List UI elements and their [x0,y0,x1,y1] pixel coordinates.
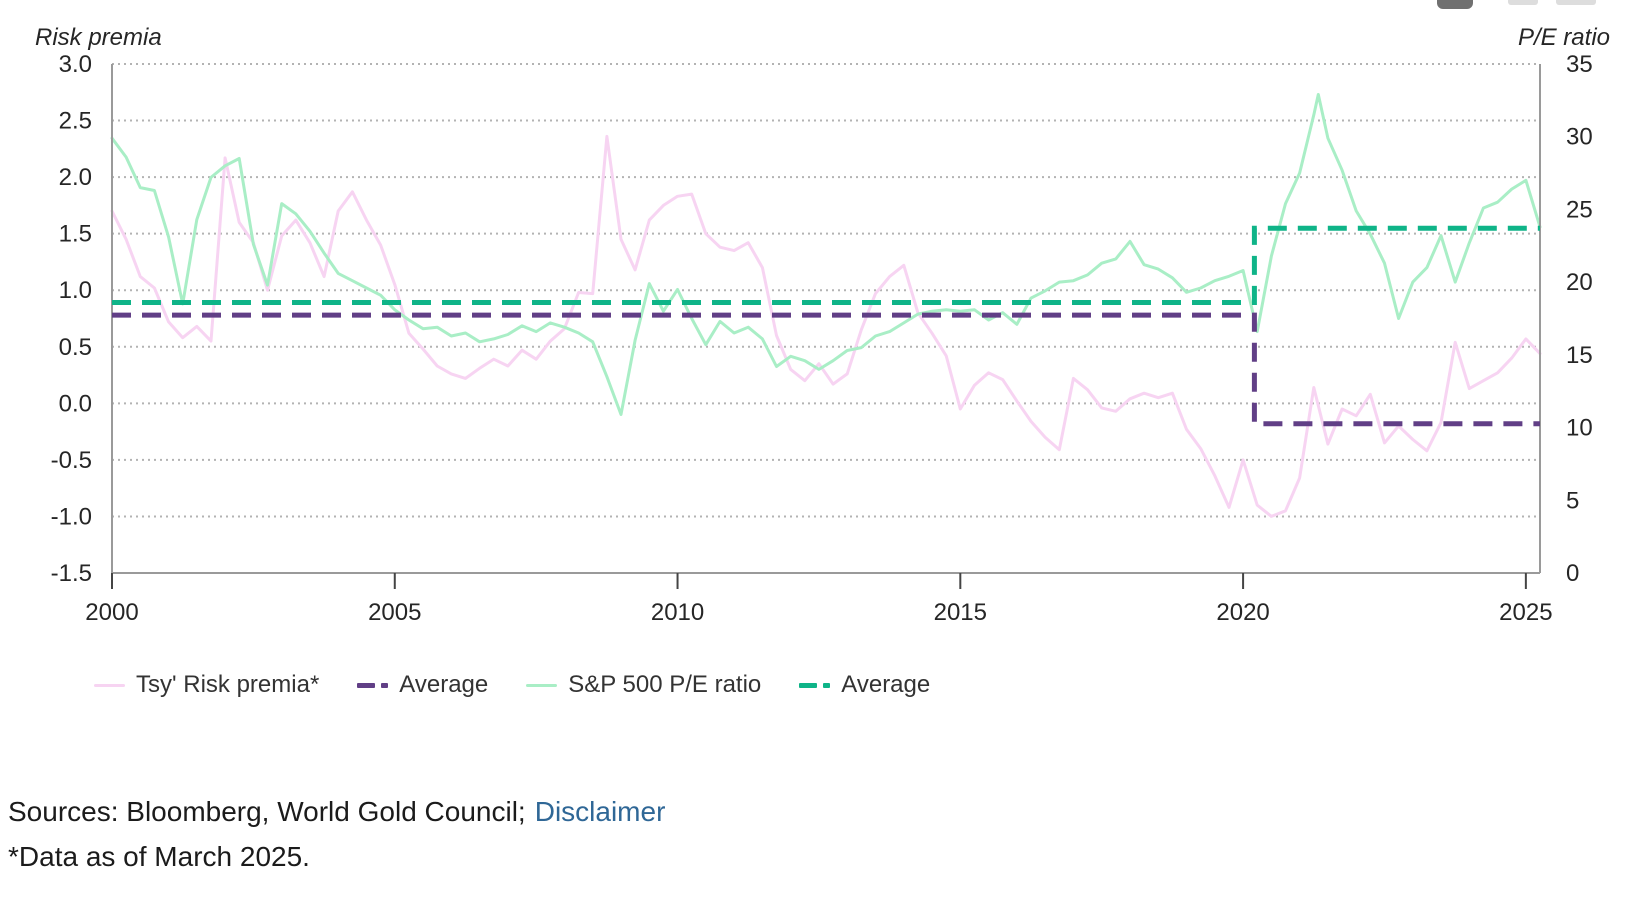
right-tick-label: 10 [1566,415,1593,442]
x-tick-label: 2000 [85,599,138,626]
left-tick-label: -1.0 [51,503,92,530]
pe-ratio-average-swatch-icon [799,682,831,688]
right-tick-label: 30 [1566,124,1593,151]
dash-long [357,682,376,688]
right-tick-label: 20 [1566,269,1593,296]
left-axis-title: Risk premia [35,24,162,51]
legend-label: Tsy' Risk premia* [136,671,320,698]
right-axis-title: P/E ratio [1517,24,1610,51]
x-tick-label: 2025 [1499,599,1552,626]
cropped-text-fragment [1556,0,1596,5]
x-tick-label: 2015 [934,599,987,626]
risk-premia-line [110,134,1542,518]
right-tick-label: 25 [1566,196,1593,223]
risk-premia-average-swatch-icon [357,682,389,688]
left-tick-label: 0.5 [59,334,92,361]
right-tick-label: 5 [1566,487,1579,514]
sources-text: Sources: Bloomberg, World Gold Council; [8,796,526,827]
legend-item-pe-ratio[interactable]: S&P 500 P/E ratio [526,671,761,699]
left-tick-label: -0.5 [51,447,92,474]
risk-premia-average-line [112,312,1540,427]
legend-label: S&P 500 P/E ratio [568,671,762,698]
disclaimer-link[interactable]: Disclaimer [534,796,666,827]
risk-premia-swatch-icon [94,683,125,687]
chart-legend: Tsy' Risk premia* Average S&P 500 P/E ra… [94,671,930,699]
cropped-text-fragment [1508,0,1538,5]
pe-ratio-line [110,93,1542,416]
pe-ratio-average-line [112,225,1540,305]
legend-item-risk-premia-average[interactable]: Average [357,671,488,699]
legend-item-risk-premia[interactable]: Tsy' Risk premia* [94,671,319,699]
right-tick-label: 0 [1566,560,1579,587]
footer: Sources: Bloomberg, World Gold Council; D… [8,795,665,874]
dash-short [823,682,831,688]
right-tick-label: 15 [1566,342,1593,369]
legend-label: Average [399,671,489,698]
dash-long [799,682,818,688]
sources-line: Sources: Bloomberg, World Gold Council; D… [8,795,665,829]
chart-canvas: 2000 2005 2010 2015 2020 20253.02.52.01.51.00… [51,51,1593,626]
x-tick-label: 2020 [1216,599,1269,626]
x-tick-label: 2010 [651,599,704,626]
left-tick-label: 2.5 [59,108,92,135]
legend-item-pe-ratio-average[interactable]: Average [799,671,930,699]
data-note: *Data as of March 2025. [8,841,310,872]
cropped-toggle-fragment[interactable] [1437,0,1473,9]
left-tick-label: 1.5 [59,221,92,248]
left-tick-label: 1.0 [59,277,92,304]
left-tick-label: 3.0 [59,51,92,78]
pe-ratio-swatch-icon [526,683,558,687]
left-tick-label: 2.0 [59,164,92,191]
left-tick-label: -1.5 [51,560,92,587]
dash-short [381,682,389,688]
right-tick-label: 35 [1566,51,1593,78]
x-tick-label: 2005 [368,599,421,626]
left-tick-label: 0.0 [59,390,92,417]
legend-label: Average [841,671,931,698]
